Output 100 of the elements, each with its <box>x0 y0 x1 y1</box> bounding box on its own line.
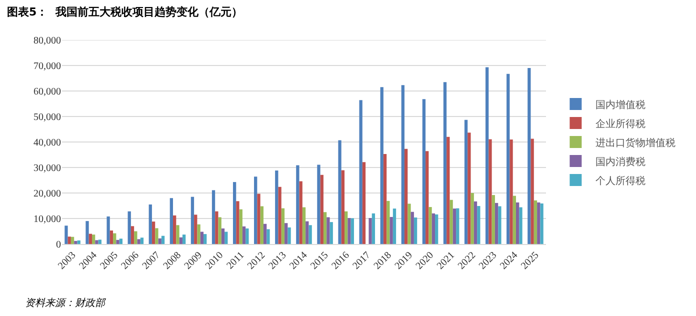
bar <box>488 139 492 244</box>
bar <box>528 68 531 244</box>
bar <box>212 190 216 244</box>
bar <box>239 209 242 244</box>
bar <box>158 238 162 244</box>
bar <box>386 200 390 244</box>
bar <box>176 225 180 244</box>
bar <box>512 196 516 244</box>
bar <box>218 217 222 244</box>
bar <box>155 228 158 244</box>
bar <box>204 234 207 244</box>
bar <box>338 140 342 244</box>
bar <box>530 138 534 244</box>
bar <box>456 208 460 244</box>
bar <box>224 232 228 244</box>
bar <box>435 214 438 244</box>
legend-label: 个人所得税 <box>596 174 646 187</box>
bar <box>68 236 71 244</box>
bar <box>236 201 240 244</box>
bar <box>392 208 396 244</box>
bar <box>534 200 538 244</box>
bar <box>92 234 96 244</box>
bar <box>519 207 522 244</box>
bar <box>330 222 333 244</box>
legend-label: 企业所得税 <box>596 118 646 130</box>
bar <box>506 74 510 244</box>
bar <box>426 151 429 244</box>
bar <box>95 240 98 244</box>
bar <box>470 193 474 244</box>
bar <box>498 206 502 244</box>
bar <box>64 226 68 244</box>
bar <box>88 234 92 244</box>
bar <box>477 206 480 244</box>
y-tick-label: 70,000 <box>34 61 61 72</box>
y-tick-label: 60,000 <box>34 86 61 98</box>
bar <box>110 230 114 244</box>
bar <box>326 217 330 244</box>
bar <box>383 154 387 244</box>
bar <box>221 228 225 244</box>
bar <box>190 196 194 244</box>
chart-title: 图表5： 我国前五大税收项目趋势变化（亿元） <box>6 6 242 19</box>
bar <box>401 85 404 244</box>
bar <box>537 202 540 244</box>
bar <box>446 136 450 244</box>
bar <box>341 170 345 244</box>
bar <box>86 221 89 244</box>
bar <box>306 221 309 244</box>
bar <box>242 226 246 244</box>
bar <box>179 237 182 244</box>
bar <box>152 222 156 244</box>
y-tick-label: 50,000 <box>34 112 61 123</box>
bar <box>278 186 282 244</box>
bar <box>128 211 131 244</box>
bar <box>422 99 426 244</box>
bar <box>137 239 140 244</box>
bar <box>348 218 351 244</box>
bar <box>510 139 513 244</box>
bar <box>486 67 489 244</box>
bar <box>450 200 453 244</box>
bar <box>266 229 270 244</box>
bar <box>359 100 362 244</box>
bar <box>468 132 471 244</box>
bar <box>116 240 120 244</box>
bar <box>215 211 218 244</box>
bar <box>492 195 495 244</box>
bar <box>197 224 200 244</box>
bar <box>260 206 264 244</box>
bar <box>414 217 418 244</box>
x-tick-label: 2011 <box>224 250 247 272</box>
bar <box>432 213 435 244</box>
bar <box>428 207 432 244</box>
bar <box>284 223 288 244</box>
bar <box>182 234 186 244</box>
y-tick-label: 20,000 <box>34 188 61 200</box>
text: 资料来源：财政部 <box>25 297 107 309</box>
bar <box>257 194 260 244</box>
bar <box>161 236 165 244</box>
bar <box>494 202 498 244</box>
bar <box>474 201 478 244</box>
bar <box>113 233 116 244</box>
bar <box>372 213 376 244</box>
bar <box>275 170 278 244</box>
bar <box>350 218 354 244</box>
bar <box>106 216 110 244</box>
bar <box>173 215 176 244</box>
legend-label: 国内增值税 <box>596 98 646 111</box>
bar <box>232 182 236 244</box>
bar <box>302 207 306 244</box>
bar <box>200 232 204 244</box>
bar <box>148 204 152 244</box>
bar <box>443 82 447 244</box>
y-tick-label: 80,000 <box>34 36 61 46</box>
bar <box>368 218 372 244</box>
y-tick-label: 40,000 <box>34 138 61 148</box>
bar <box>140 238 144 244</box>
y-tick-label: 10,000 <box>34 214 61 225</box>
bar <box>130 226 134 244</box>
bar <box>540 203 544 244</box>
bar <box>119 238 122 244</box>
bar <box>408 204 411 244</box>
